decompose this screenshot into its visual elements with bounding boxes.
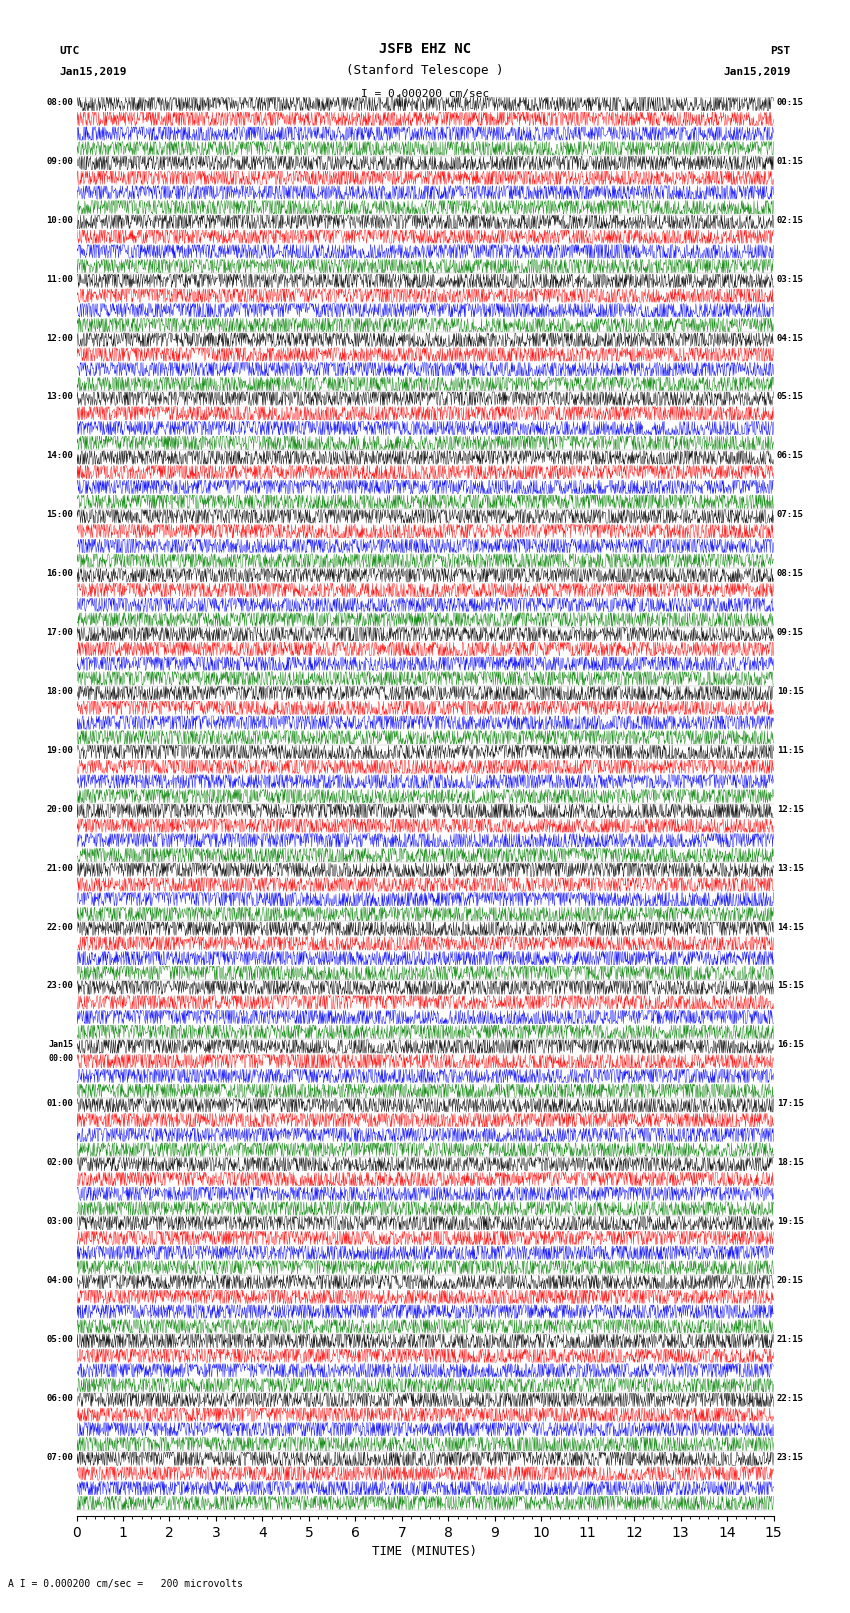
Text: 12:15: 12:15 xyxy=(777,805,804,813)
Text: UTC: UTC xyxy=(60,47,80,56)
Text: 12:00: 12:00 xyxy=(46,334,73,342)
Text: 21:15: 21:15 xyxy=(777,1336,804,1344)
Text: Jan15,2019: Jan15,2019 xyxy=(723,68,791,77)
Text: 22:00: 22:00 xyxy=(46,923,73,932)
Text: 03:15: 03:15 xyxy=(777,274,804,284)
Text: 20:00: 20:00 xyxy=(46,805,73,813)
Text: (Stanford Telescope ): (Stanford Telescope ) xyxy=(346,65,504,77)
Text: 01:00: 01:00 xyxy=(46,1098,73,1108)
Text: 05:15: 05:15 xyxy=(777,392,804,402)
Text: 03:00: 03:00 xyxy=(46,1218,73,1226)
Text: 08:00: 08:00 xyxy=(46,98,73,106)
Text: 16:00: 16:00 xyxy=(46,569,73,577)
Text: 04:00: 04:00 xyxy=(46,1276,73,1286)
Text: 11:00: 11:00 xyxy=(46,274,73,284)
Text: 02:15: 02:15 xyxy=(777,216,804,224)
Text: 10:15: 10:15 xyxy=(777,687,804,695)
Text: 11:15: 11:15 xyxy=(777,745,804,755)
Text: 19:15: 19:15 xyxy=(777,1218,804,1226)
Text: Jan15: Jan15 xyxy=(48,1040,73,1050)
Text: 23:15: 23:15 xyxy=(777,1453,804,1461)
Text: 04:15: 04:15 xyxy=(777,334,804,342)
Text: |: | xyxy=(396,94,403,106)
Text: 09:00: 09:00 xyxy=(46,156,73,166)
Text: 00:15: 00:15 xyxy=(777,98,804,106)
Text: 20:15: 20:15 xyxy=(777,1276,804,1286)
Text: 06:00: 06:00 xyxy=(46,1394,73,1403)
Text: PST: PST xyxy=(770,47,790,56)
Text: 21:00: 21:00 xyxy=(46,863,73,873)
Text: 19:00: 19:00 xyxy=(46,745,73,755)
Text: 01:15: 01:15 xyxy=(777,156,804,166)
Text: 15:15: 15:15 xyxy=(777,981,804,990)
Text: 00:00: 00:00 xyxy=(48,1053,73,1063)
Text: Jan15,2019: Jan15,2019 xyxy=(60,68,127,77)
Text: 18:00: 18:00 xyxy=(46,687,73,695)
Text: 17:00: 17:00 xyxy=(46,627,73,637)
Text: 14:15: 14:15 xyxy=(777,923,804,932)
Text: 13:15: 13:15 xyxy=(777,863,804,873)
Text: 02:00: 02:00 xyxy=(46,1158,73,1168)
Text: 14:00: 14:00 xyxy=(46,452,73,460)
Text: I = 0.000200 cm/sec: I = 0.000200 cm/sec xyxy=(361,89,489,98)
Text: 13:00: 13:00 xyxy=(46,392,73,402)
Text: 09:15: 09:15 xyxy=(777,627,804,637)
X-axis label: TIME (MINUTES): TIME (MINUTES) xyxy=(372,1545,478,1558)
Text: A I = 0.000200 cm/sec =   200 microvolts: A I = 0.000200 cm/sec = 200 microvolts xyxy=(8,1579,243,1589)
Text: 10:00: 10:00 xyxy=(46,216,73,224)
Text: 15:00: 15:00 xyxy=(46,510,73,519)
Text: 17:15: 17:15 xyxy=(777,1098,804,1108)
Text: 16:15: 16:15 xyxy=(777,1040,804,1050)
Text: JSFB EHZ NC: JSFB EHZ NC xyxy=(379,42,471,56)
Text: 07:00: 07:00 xyxy=(46,1453,73,1461)
Text: 06:15: 06:15 xyxy=(777,452,804,460)
Text: 23:00: 23:00 xyxy=(46,981,73,990)
Text: 08:15: 08:15 xyxy=(777,569,804,577)
Text: 18:15: 18:15 xyxy=(777,1158,804,1168)
Text: 05:00: 05:00 xyxy=(46,1336,73,1344)
Text: 07:15: 07:15 xyxy=(777,510,804,519)
Text: 22:15: 22:15 xyxy=(777,1394,804,1403)
